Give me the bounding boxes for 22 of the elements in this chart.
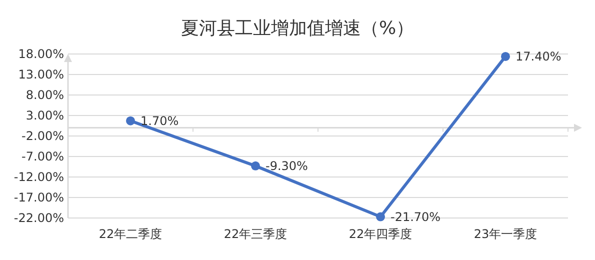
x-tick-label: 23年一季度 bbox=[474, 227, 538, 241]
y-tick-label: 3.00% bbox=[26, 108, 64, 123]
chart-title: 夏河县工业增加值增速（%） bbox=[180, 18, 414, 39]
point bbox=[501, 52, 510, 61]
data-label: -9.30% bbox=[266, 159, 308, 174]
y-tick-label: 13.00% bbox=[18, 68, 64, 82]
y-tick-label: -2.00% bbox=[22, 129, 64, 144]
data-label: 1.70% bbox=[140, 114, 179, 128]
x-tick-label: 22年二季度 bbox=[98, 227, 162, 241]
data-label: -21.70% bbox=[390, 210, 441, 224]
y-tick-label: -17.00% bbox=[14, 190, 64, 205]
y-tick-label: -12.00% bbox=[14, 170, 64, 184]
y-tick-label: -7.00% bbox=[22, 150, 64, 164]
y-tick-label: 18.00% bbox=[18, 47, 64, 62]
point bbox=[376, 212, 385, 222]
point bbox=[251, 161, 260, 170]
point bbox=[126, 116, 135, 126]
data-label: 17.40% bbox=[516, 50, 562, 64]
x-tick-label: 22年四季度 bbox=[348, 227, 412, 241]
y-tick-label: 8.00% bbox=[26, 88, 64, 102]
y-tick-label: -22.00% bbox=[14, 211, 64, 226]
x-tick-label: 22年三季度 bbox=[224, 227, 288, 241]
